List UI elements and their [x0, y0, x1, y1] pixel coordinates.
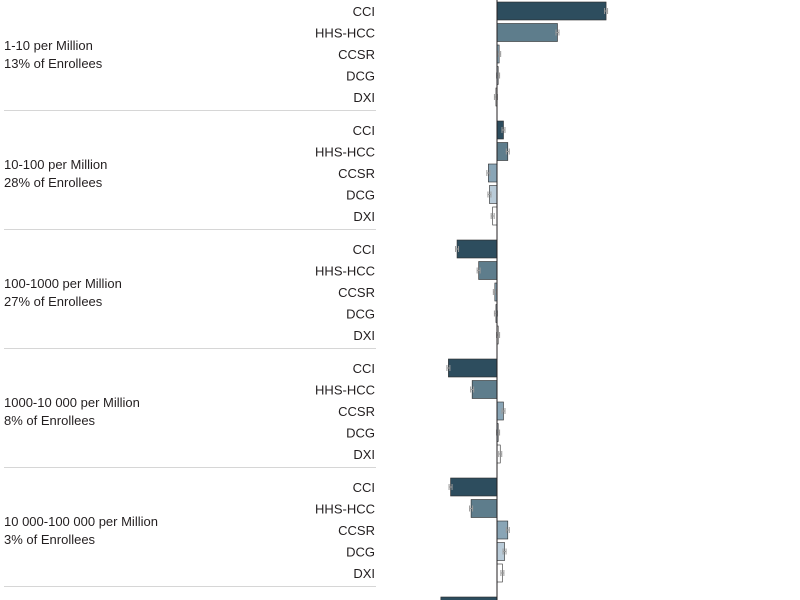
- category-label: DCG: [346, 188, 375, 203]
- group-sublabel: 27% of Enrollees: [4, 294, 103, 309]
- category-label: CCI: [353, 123, 375, 138]
- bar: [471, 380, 498, 399]
- category-label: HHS-HCC: [315, 264, 375, 279]
- category-label: DXI: [353, 209, 375, 224]
- group-sublabel: 8% of Enrollees: [4, 413, 96, 428]
- bar: [456, 239, 498, 259]
- category-label: CCI: [353, 242, 375, 257]
- group-label: 10 000-100 000 per Million: [4, 514, 158, 529]
- category-label: DXI: [353, 447, 375, 462]
- category-label: CCI: [353, 361, 375, 376]
- category-label: DCG: [346, 69, 375, 84]
- group-sublabel: 13% of Enrollees: [4, 56, 103, 71]
- groups-layer: 1-10 per Million 13% of Enrollees CCI HHS-H…: [4, 1, 609, 600]
- bar: [478, 261, 498, 280]
- category-label: CCSR: [338, 47, 375, 62]
- group-label: 1000-10 000 per Million: [4, 395, 140, 410]
- category-label: DCG: [346, 545, 375, 560]
- category-label: CCI: [353, 4, 375, 19]
- group-label: 100-1000 per Million: [4, 276, 122, 291]
- category-label: HHS-HCC: [315, 502, 375, 517]
- category-label: DXI: [353, 566, 375, 581]
- category-label: CCSR: [338, 285, 375, 300]
- bar-group: 1-10 per Million 13% of Enrollees CCI HHS-H…: [4, 1, 609, 111]
- bar-group: 100-1000 per Million 27% of Enrollees CCI H…: [4, 239, 501, 349]
- bar: [496, 23, 558, 42]
- bar-group: 10 000-100 000 per Million 3% of Enrollee…: [4, 477, 510, 587]
- bar: [470, 499, 498, 518]
- category-label: HHS-HCC: [315, 145, 375, 160]
- group-label: 1-10 per Million: [4, 38, 93, 53]
- category-label: HHS-HCC: [315, 383, 375, 398]
- category-label: HHS-HCC: [315, 26, 375, 41]
- category-label: DCG: [346, 426, 375, 441]
- group-label: 10-100 per Million: [4, 157, 107, 172]
- bar: [448, 358, 498, 378]
- group-sublabel: 3% of Enrollees: [4, 532, 96, 547]
- category-label: CCSR: [338, 166, 375, 181]
- bar-group: 1000-10 000 per Million 8% of Enrollees CC…: [4, 358, 506, 468]
- bar: [496, 1, 607, 21]
- group-sublabel: 28% of Enrollees: [4, 175, 103, 190]
- category-label: CCSR: [338, 404, 375, 419]
- bar: [440, 596, 498, 600]
- bar-group: 10-100 per Million 28% of Enrollees CCI HHS…: [4, 120, 510, 230]
- category-label: CCSR: [338, 523, 375, 538]
- category-label: DCG: [346, 307, 375, 322]
- category-label: DXI: [353, 90, 375, 105]
- category-label: DXI: [353, 328, 375, 343]
- category-label: CCI: [353, 480, 375, 495]
- bar: [450, 477, 498, 497]
